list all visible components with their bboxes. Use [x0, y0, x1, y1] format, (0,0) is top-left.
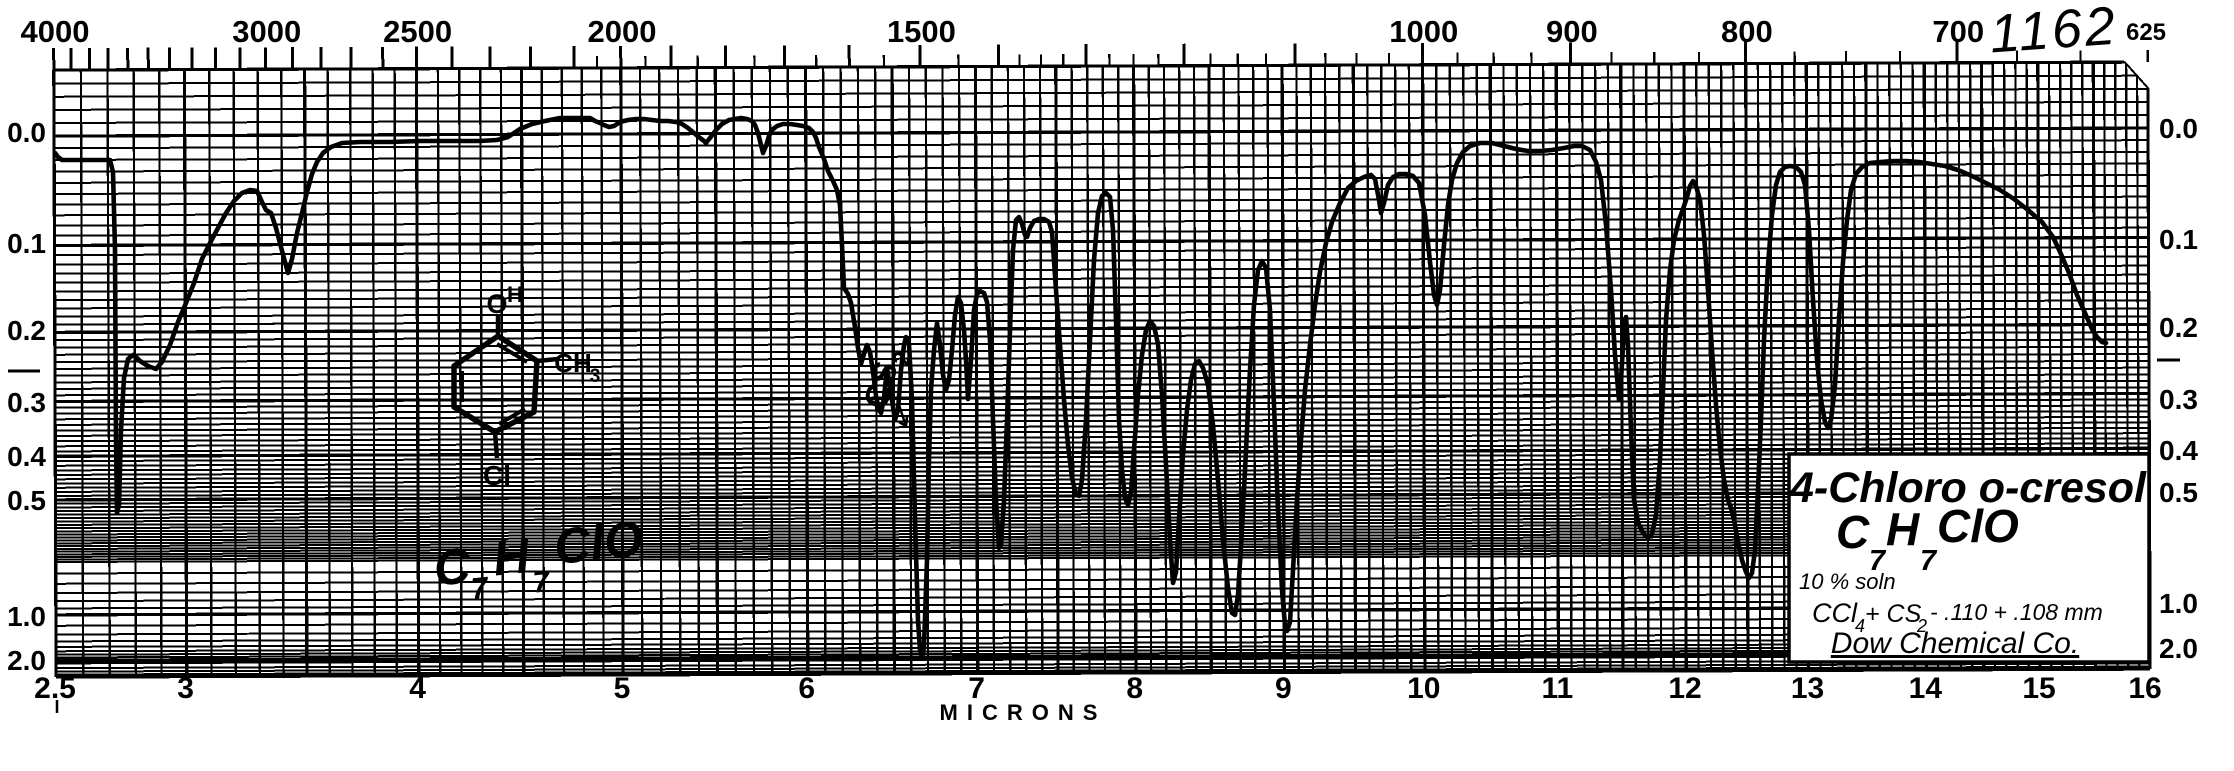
svg-text:MICRONS: MICRONS: [940, 700, 1107, 725]
svg-text:4-Chloro o-cresol: 4-Chloro o-cresol: [1789, 464, 2147, 512]
svg-text:0.5: 0.5: [7, 485, 46, 516]
svg-text:625: 625: [2126, 19, 2166, 46]
svg-text:0.0: 0.0: [2159, 113, 2198, 144]
svg-text:1.0: 1.0: [7, 601, 46, 632]
svg-text:ClO: ClO: [1937, 500, 2019, 552]
svg-text:0.1: 0.1: [2159, 224, 2198, 255]
svg-text:0.3: 0.3: [2159, 384, 2198, 415]
svg-text:0.2: 0.2: [2159, 312, 2198, 343]
svg-text:H: H: [1886, 503, 1920, 555]
svg-text:4: 4: [1855, 616, 1865, 636]
svg-text:H: H: [490, 527, 533, 587]
svg-text:3: 3: [177, 672, 194, 705]
svg-text:8: 8: [1126, 672, 1143, 705]
svg-text:H: H: [507, 282, 523, 307]
svg-text:CH: CH: [554, 348, 592, 378]
svg-text:Dow Chemical Co.: Dow Chemical Co.: [1831, 627, 2079, 660]
svg-text:2000: 2000: [587, 14, 656, 49]
svg-text:1000: 1000: [1389, 14, 1458, 49]
svg-text:7: 7: [470, 571, 491, 606]
svg-text:7: 7: [968, 672, 985, 705]
svg-text:15: 15: [2022, 672, 2055, 705]
svg-text:O: O: [486, 289, 507, 319]
svg-text:2: 2: [1916, 616, 1927, 636]
svg-text:3: 3: [590, 366, 601, 387]
svg-text:13: 13: [1791, 672, 1824, 705]
svg-text:1500: 1500: [887, 14, 956, 49]
svg-text:9: 9: [1275, 672, 1292, 705]
svg-text:0.1: 0.1: [7, 228, 46, 259]
svg-text:Cl: Cl: [483, 460, 511, 491]
svg-text:7: 7: [531, 565, 552, 600]
svg-text:16: 16: [2128, 672, 2161, 705]
svg-text:4000: 4000: [21, 14, 90, 49]
svg-text:0.4: 0.4: [7, 441, 46, 472]
svg-text:ClO: ClO: [551, 510, 645, 575]
svg-text:1.0: 1.0: [2159, 588, 2198, 619]
svg-text:3000: 3000: [232, 14, 301, 49]
svg-text:10 % soln: 10 % soln: [1799, 569, 1896, 594]
svg-text:700: 700: [1932, 14, 1984, 49]
svg-text:7: 7: [1920, 545, 1938, 577]
svg-text:1162: 1162: [1988, 0, 2120, 64]
svg-text:- .110 + .108 mm: - .110 + .108 mm: [1930, 599, 2103, 625]
svg-text:7: 7: [1869, 545, 1887, 577]
svg-text:2500: 2500: [383, 14, 452, 49]
svg-text:14: 14: [1909, 672, 1943, 705]
svg-text:C: C: [431, 537, 474, 597]
svg-text:CCl: CCl: [1812, 598, 1858, 628]
svg-text:0.2: 0.2: [7, 315, 46, 346]
svg-text:0.0: 0.0: [7, 117, 46, 148]
svg-text:10: 10: [1407, 672, 1440, 705]
svg-text:2.0: 2.0: [7, 645, 46, 676]
svg-text:0.3: 0.3: [7, 387, 46, 418]
svg-text:2.0: 2.0: [2159, 633, 2198, 664]
svg-text:C: C: [1836, 506, 1870, 558]
svg-text:5: 5: [614, 672, 631, 705]
svg-text:0.5: 0.5: [2159, 477, 2198, 508]
svg-text:4: 4: [409, 672, 426, 705]
svg-text:2.5: 2.5: [34, 672, 76, 705]
svg-text:900: 900: [1546, 14, 1598, 49]
svg-text:11: 11: [1542, 672, 1574, 705]
svg-text:6: 6: [798, 672, 815, 705]
svg-text:12: 12: [1668, 672, 1701, 705]
svg-text:0.4: 0.4: [2159, 435, 2198, 466]
svg-text:+ CS: + CS: [1865, 600, 1922, 628]
svg-text:800: 800: [1721, 14, 1773, 49]
